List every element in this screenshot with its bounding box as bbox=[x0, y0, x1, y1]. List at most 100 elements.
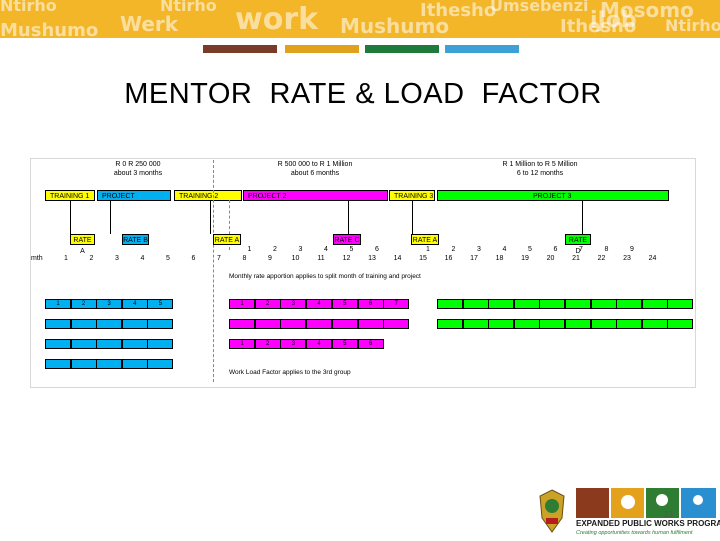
sub-month-tick: 1 bbox=[247, 246, 252, 253]
group-cell: 4 bbox=[306, 299, 333, 309]
banner-word: Mosomo bbox=[600, 0, 694, 22]
group-cell bbox=[121, 319, 148, 329]
banner-word: iJob bbox=[590, 8, 637, 33]
coat-of-arms-icon bbox=[534, 488, 570, 536]
group-cell bbox=[462, 299, 489, 309]
group-cell: 2 bbox=[254, 299, 281, 309]
month-tick: 1 bbox=[64, 255, 68, 262]
group-cell bbox=[147, 319, 174, 329]
group-cell: 3 bbox=[280, 299, 307, 309]
rate-label: RATE C bbox=[333, 234, 361, 245]
group-cell bbox=[45, 339, 71, 349]
group-cell bbox=[590, 319, 617, 329]
month-tick: 19 bbox=[521, 255, 529, 262]
sub-month-tick: 5 bbox=[528, 246, 532, 253]
rate-label: RATE B bbox=[122, 234, 149, 245]
accent-bar bbox=[365, 45, 439, 53]
group-cell bbox=[147, 359, 174, 369]
accent-bar bbox=[285, 45, 359, 53]
group-cell bbox=[513, 299, 540, 309]
banner-word: Umsebenzi bbox=[490, 0, 589, 15]
group-cell bbox=[565, 319, 591, 329]
month-tick: 16 bbox=[444, 255, 453, 262]
sub-month-tick: 8 bbox=[604, 246, 609, 253]
month-tick: 14 bbox=[393, 255, 402, 262]
sub-month-tick: 9 bbox=[630, 246, 634, 253]
group-cell bbox=[254, 319, 281, 329]
group-cell bbox=[70, 319, 97, 329]
apportion-note: Monthly rate apportion applies to split … bbox=[229, 273, 421, 280]
header-banner: Ntirho Werk Ntirho work Mushumo Ithesho Umsebe… bbox=[0, 0, 720, 38]
month-tick: 8 bbox=[242, 255, 247, 262]
separator-line bbox=[213, 160, 214, 382]
banner-word: Ithesho bbox=[560, 16, 637, 37]
group-cell bbox=[667, 319, 694, 329]
group-cell bbox=[590, 299, 617, 309]
month-tick: 7 bbox=[217, 255, 221, 262]
group-cell: 4 bbox=[121, 299, 148, 309]
rate-connector bbox=[110, 201, 111, 234]
phase-bar: TRAINING 1 bbox=[45, 190, 95, 201]
group-cell: 4 bbox=[306, 339, 333, 349]
group-cell bbox=[147, 339, 174, 349]
group-cell bbox=[539, 319, 566, 329]
group-cell bbox=[306, 319, 333, 329]
sub-month-tick: 2 bbox=[273, 246, 277, 253]
group-cell bbox=[45, 319, 71, 329]
tier-duration: 6 to 12 months bbox=[516, 170, 564, 177]
sub-month-tick: 6 bbox=[375, 246, 379, 253]
group-cell bbox=[331, 319, 358, 329]
month-axis-label: mth bbox=[31, 255, 43, 262]
group-cell bbox=[539, 299, 566, 309]
group-cell: 7 bbox=[383, 299, 410, 309]
accent-bar bbox=[445, 45, 519, 53]
group-cell bbox=[121, 339, 148, 349]
separator-line bbox=[229, 200, 230, 250]
group-cell bbox=[462, 319, 489, 329]
sub-month-tick: 4 bbox=[502, 246, 507, 253]
group-cell: 2 bbox=[254, 339, 281, 349]
month-tick: 17 bbox=[470, 255, 478, 262]
phase-bar: PROJECT 3 bbox=[437, 190, 669, 201]
month-tick: 9 bbox=[268, 255, 272, 262]
rate-label: RATE D bbox=[565, 234, 591, 255]
month-tick: 6 bbox=[191, 255, 196, 262]
phase-bar: PROJECT 2 bbox=[243, 190, 388, 201]
group-cell bbox=[488, 299, 515, 309]
group-cell bbox=[70, 359, 97, 369]
tier-range: R 500 000 to R 1 Million bbox=[277, 161, 353, 168]
rate-connector bbox=[582, 201, 583, 234]
programme-name: EXPANDED PUBLIC WORKS PROGRAMME bbox=[576, 519, 720, 528]
group-cell: 6 bbox=[357, 339, 384, 349]
group-cell bbox=[513, 319, 540, 329]
group-cell bbox=[229, 319, 255, 329]
month-tick: 10 bbox=[291, 255, 300, 262]
rate-label: RATE A bbox=[70, 234, 95, 255]
group-cell: 5 bbox=[331, 339, 358, 349]
group-cell: 3 bbox=[96, 299, 123, 309]
month-tick: 15 bbox=[419, 255, 427, 262]
month-tick: 13 bbox=[368, 255, 376, 262]
page-number: 23 bbox=[664, 510, 673, 519]
rate-label: RATE A bbox=[411, 234, 439, 245]
group-cell: 1 bbox=[229, 339, 255, 349]
rate-label: RATE A bbox=[213, 234, 241, 245]
rate-connector bbox=[70, 201, 71, 234]
month-tick: 18 bbox=[495, 255, 504, 262]
sub-month-tick: 6 bbox=[553, 246, 558, 253]
sub-month-tick: 1 bbox=[426, 246, 430, 253]
group-cell bbox=[121, 359, 148, 369]
rate-connector bbox=[412, 201, 413, 234]
group-cell bbox=[641, 319, 668, 329]
banner-word: Werk bbox=[120, 12, 179, 36]
group-cell: 2 bbox=[70, 299, 97, 309]
month-tick: 21 bbox=[572, 255, 580, 262]
banner-word: Mushumo bbox=[340, 14, 450, 38]
tier-range: R 0 R 250 000 bbox=[115, 161, 161, 168]
month-tick: 4 bbox=[140, 255, 145, 262]
group-cell: 5 bbox=[331, 299, 358, 309]
programme-tagline: Creating opportunities towards human ful… bbox=[576, 530, 693, 536]
accent-bar bbox=[203, 45, 277, 53]
group-cell bbox=[488, 319, 515, 329]
group-cell bbox=[667, 299, 694, 309]
